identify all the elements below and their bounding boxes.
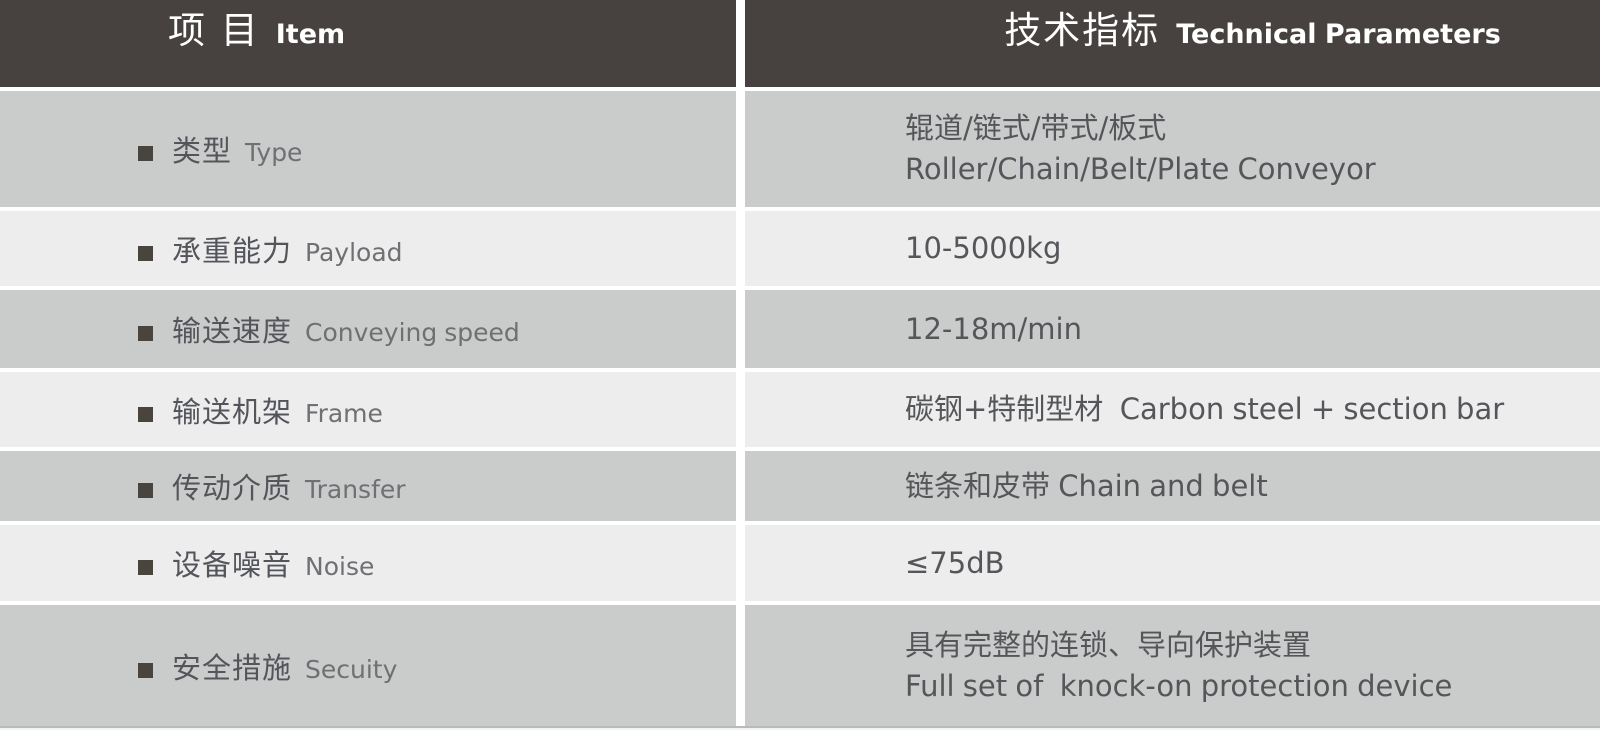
column-divider — [736, 605, 745, 726]
row-speed-label-cell: 输送速度 Conveying speed — [0, 290, 736, 368]
table-row-type: 类型 Type 辊道/链式/带式/板式 Roller/Chain/Belt/Pl… — [0, 91, 1600, 207]
row-speed-label-en: Conveying speed — [305, 318, 520, 347]
row-speed-value: 12-18m/min — [905, 311, 1082, 346]
table-bottom-strip — [0, 728, 1600, 730]
row-transfer-value: 链条和皮带 Chain and belt — [905, 468, 1268, 503]
row-frame-value: 碳钢+特制型材 Carbon steel + section bar — [905, 392, 1505, 426]
header-parameters-label-zh: 技术指标 — [1004, 9, 1161, 52]
table-row-security: 安全措施 Secuity 具有完整的连锁、导向保护装置 Full set of … — [0, 605, 1600, 726]
row-payload-value: 10-5000kg — [905, 231, 1062, 265]
row-frame-value-cell: 碳钢+特制型材 Carbon steel + section bar — [745, 372, 1600, 447]
table-row-frame: 输送机架 Frame 碳钢+特制型材 Carbon steel + sectio… — [0, 372, 1600, 447]
square-bullet-icon — [138, 483, 153, 498]
row-type-value-zh: 辊道/链式/带式/板式 — [905, 111, 1167, 145]
row-frame-label-en: Frame — [305, 398, 383, 428]
table-row-payload: 承重能力 Payload 10-5000kg — [0, 211, 1600, 286]
column-divider — [736, 211, 745, 286]
table-row-transfer: 传动介质 Transfer 链条和皮带 Chain and belt — [0, 451, 1600, 521]
row-type-label-en: Type — [245, 138, 303, 167]
row-payload-label-zh: 承重能力 — [172, 233, 293, 268]
square-bullet-icon — [138, 245, 153, 261]
row-payload-label-en: Payload — [305, 237, 403, 267]
header-item-cell: 项 目 Item — [0, 0, 736, 87]
column-divider — [736, 91, 745, 207]
square-bullet-icon — [138, 146, 153, 161]
row-security-label-en: Secuity — [305, 654, 398, 684]
row-noise-label-cell: 设备噪音 Noise — [0, 525, 736, 601]
row-noise-value-cell: ≤75dB — [745, 525, 1600, 601]
square-bullet-icon — [138, 662, 153, 678]
row-speed-value-cell: 12-18m/min — [745, 290, 1600, 368]
row-payload-value-cell: 10-5000kg — [745, 211, 1600, 286]
row-security-label-zh: 安全措施 — [172, 650, 293, 685]
row-transfer-value-cell: 链条和皮带 Chain and belt — [745, 451, 1600, 521]
row-noise-value: ≤75dB — [905, 545, 1005, 580]
square-bullet-icon — [138, 406, 153, 422]
row-speed-label-zh: 输送速度 — [172, 314, 293, 348]
square-bullet-icon — [138, 560, 153, 575]
row-security-value-zh: 具有完整的连锁、导向保护装置 — [905, 627, 1312, 662]
row-transfer-label-cell: 传动介质 Transfer — [0, 451, 736, 521]
table-bottom-edge — [0, 726, 1600, 728]
row-type-label-cell: 类型 Type — [0, 91, 736, 207]
table-row-noise: 设备噪音 Noise ≤75dB — [0, 525, 1600, 601]
header-parameters-label-en: Technical Parameters — [1176, 19, 1501, 50]
row-frame-label-cell: 输送机架 Frame — [0, 372, 736, 447]
row-security-value-cell: 具有完整的连锁、导向保护装置 Full set of knock-on prot… — [745, 605, 1600, 726]
row-payload-label-cell: 承重能力 Payload — [0, 211, 736, 286]
row-type-value-cell: 辊道/链式/带式/板式 Roller/Chain/Belt/Plate Conv… — [745, 91, 1600, 207]
row-type-label-zh: 类型 — [172, 134, 233, 168]
row-type-value-en: Roller/Chain/Belt/Plate Conveyor — [905, 152, 1376, 186]
column-divider — [736, 290, 745, 368]
header-parameters-cell: 技术指标 Technical Parameters — [745, 0, 1600, 87]
row-transfer-label-en: Transfer — [305, 475, 406, 504]
header-item-label-zh: 项 目 — [168, 9, 260, 52]
column-divider — [736, 451, 745, 521]
row-noise-label-zh: 设备噪音 — [172, 548, 293, 582]
column-divider — [736, 372, 745, 447]
row-security-value-en: Full set of knock-on protection device — [905, 668, 1453, 703]
square-bullet-icon — [138, 326, 153, 341]
row-transfer-label-zh: 传动介质 — [172, 471, 293, 505]
header-item-label-en: Item — [275, 19, 346, 50]
row-noise-label-en: Noise — [305, 552, 375, 581]
column-divider — [736, 525, 745, 601]
column-divider — [736, 0, 745, 87]
table-header-row: 项 目 Item 技术指标 Technical Parameters — [0, 0, 1600, 87]
row-security-label-cell: 安全措施 Secuity — [0, 605, 736, 726]
table-row-conveying-speed: 输送速度 Conveying speed 12-18m/min — [0, 290, 1600, 368]
row-frame-label-zh: 输送机架 — [172, 394, 293, 429]
